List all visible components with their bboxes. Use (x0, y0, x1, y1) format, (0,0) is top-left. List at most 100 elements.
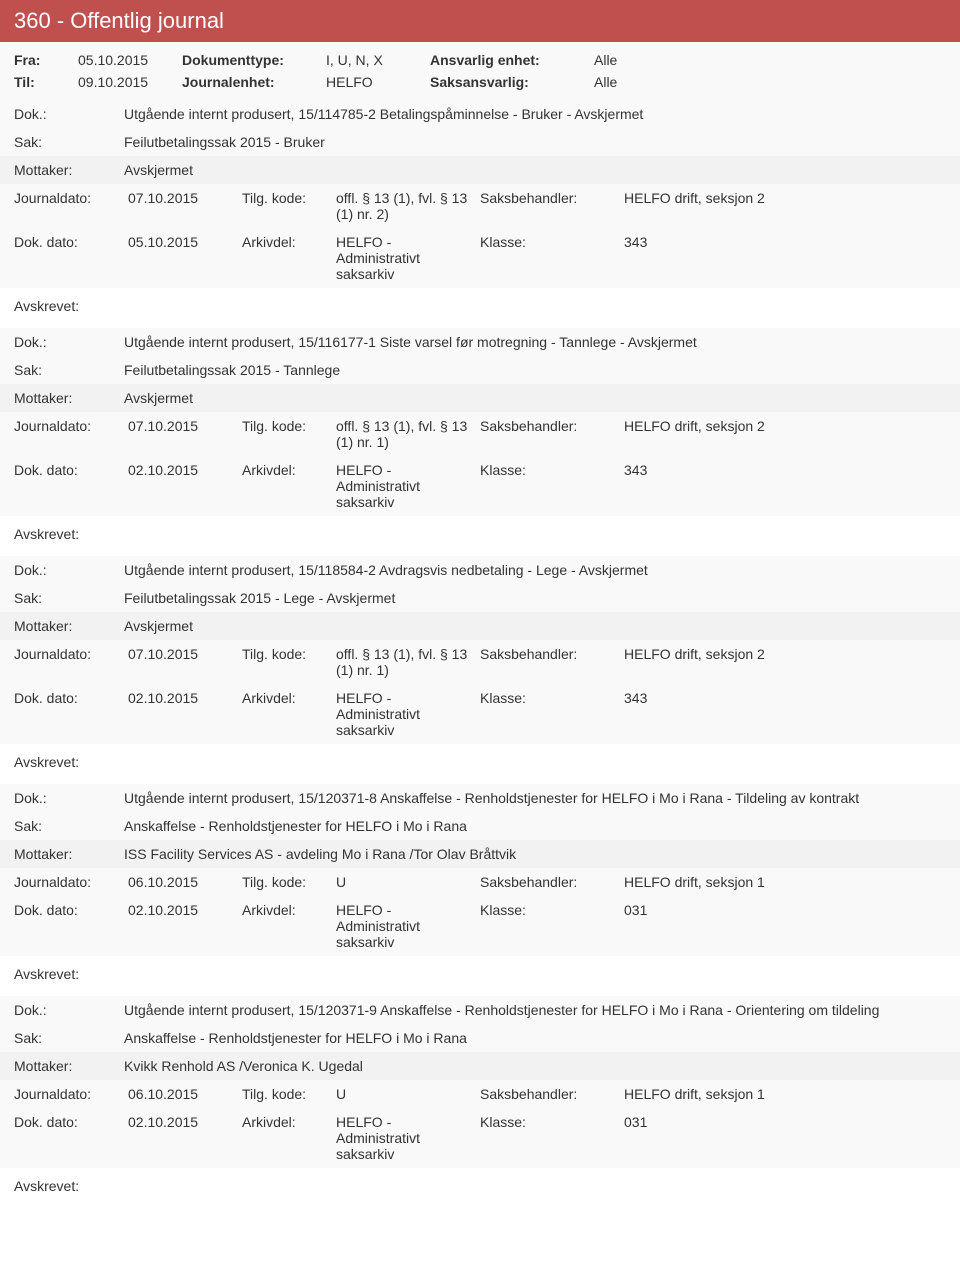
journaldato-value: 07.10.2015 (128, 646, 238, 662)
arkivdel-value: HELFO - Administrativt saksarkiv (336, 1114, 476, 1162)
journal-entry: Dok.:Utgående internt produsert, 15/1161… (0, 328, 960, 556)
avskrevet-label: Avskrevet: (14, 966, 79, 982)
avskrevet-label: Avskrevet: (14, 298, 79, 314)
meta-doktype-value: I, U, N, X (326, 52, 426, 68)
avskrevet-row: Avskrevet: (0, 956, 960, 996)
klasse-label: Klasse: (480, 902, 620, 918)
klasse-label: Klasse: (480, 690, 620, 706)
mottaker-row: Mottaker:Avskjermet (0, 156, 960, 184)
tilgkode-value: offl. § 13 (1), fvl. § 13 (1) nr. 1) (336, 418, 476, 450)
tilgkode-value: U (336, 874, 476, 890)
mottaker-label: Mottaker: (14, 846, 124, 862)
meta-bar: Fra: 05.10.2015 Dokumenttype: I, U, N, X… (0, 42, 960, 100)
saksbehandler-label: Saksbehandler: (480, 418, 620, 434)
mottaker-label: Mottaker: (14, 1058, 124, 1074)
journal-entry: Dok.:Utgående internt produsert, 15/1203… (0, 784, 960, 996)
journal-entry: Dok.:Utgående internt produsert, 15/1147… (0, 100, 960, 328)
dokdato-row: Dok. dato:02.10.2015Arkivdel:HELFO - Adm… (0, 1108, 960, 1168)
sak-value: Feilutbetalingssak 2015 - Tannlege (124, 362, 946, 378)
dok-value: Utgående internt produsert, 15/114785-2 … (124, 106, 946, 122)
dok-value: Utgående internt produsert, 15/120371-8 … (124, 790, 946, 806)
page-title: 360 - Offentlig journal (14, 8, 224, 33)
arkivdel-value: HELFO - Administrativt saksarkiv (336, 902, 476, 950)
saksbehandler-label: Saksbehandler: (480, 874, 620, 890)
avskrevet-row: Avskrevet: (0, 1168, 960, 1208)
mottaker-row: Mottaker:Avskjermet (0, 384, 960, 412)
klasse-label: Klasse: (480, 462, 620, 478)
saksbehandler-value: HELFO drift, seksjon 1 (624, 1086, 946, 1102)
journaldato-row: Journaldato:07.10.2015Tilg. kode:offl. §… (0, 640, 960, 684)
arkivdel-value: HELFO - Administrativt saksarkiv (336, 234, 476, 282)
klasse-value: 343 (624, 690, 946, 706)
journaldato-value: 07.10.2015 (128, 190, 238, 206)
sak-label: Sak: (14, 590, 124, 606)
journaldato-label: Journaldato: (14, 190, 124, 206)
dok-row: Dok.:Utgående internt produsert, 15/1161… (0, 328, 960, 356)
sak-value: Anskaffelse - Renholdstjenester for HELF… (124, 818, 946, 834)
dokdato-row: Dok. dato:02.10.2015Arkivdel:HELFO - Adm… (0, 684, 960, 744)
arkivdel-label: Arkivdel: (242, 234, 332, 250)
dokdato-label: Dok. dato: (14, 462, 124, 478)
mottaker-label: Mottaker: (14, 618, 124, 634)
dok-label: Dok.: (14, 1002, 124, 1018)
dokdato-label: Dok. dato: (14, 1114, 124, 1130)
avskrevet-row: Avskrevet: (0, 288, 960, 328)
journaldato-label: Journaldato: (14, 874, 124, 890)
meta-fra-value: 05.10.2015 (78, 52, 178, 68)
dok-row: Dok.:Utgående internt produsert, 15/1203… (0, 996, 960, 1024)
arkivdel-label: Arkivdel: (242, 902, 332, 918)
dokdato-value: 02.10.2015 (128, 1114, 238, 1130)
klasse-value: 031 (624, 1114, 946, 1130)
mottaker-value: Avskjermet (124, 162, 946, 178)
tilgkode-value: U (336, 1086, 476, 1102)
sak-row: Sak:Anskaffelse - Renholdstjenester for … (0, 1024, 960, 1052)
dokdato-row: Dok. dato:05.10.2015Arkivdel:HELFO - Adm… (0, 228, 960, 288)
sak-label: Sak: (14, 1030, 124, 1046)
dok-label: Dok.: (14, 334, 124, 350)
saksbehandler-value: HELFO drift, seksjon 1 (624, 874, 946, 890)
journaldato-row: Journaldato:06.10.2015Tilg. kode:USaksbe… (0, 1080, 960, 1108)
klasse-value: 031 (624, 902, 946, 918)
dok-row: Dok.:Utgående internt produsert, 15/1147… (0, 100, 960, 128)
sak-label: Sak: (14, 134, 124, 150)
mottaker-row: Mottaker:Avskjermet (0, 612, 960, 640)
sak-label: Sak: (14, 818, 124, 834)
meta-journalenhet-label: Journalenhet: (182, 74, 322, 90)
klasse-label: Klasse: (480, 234, 620, 250)
avskrevet-label: Avskrevet: (14, 526, 79, 542)
journal-entry: Dok.:Utgående internt produsert, 15/1185… (0, 556, 960, 784)
saksbehandler-value: HELFO drift, seksjon 2 (624, 418, 946, 434)
journaldato-value: 07.10.2015 (128, 418, 238, 434)
meta-ansvarlig-value: Alle (594, 52, 694, 68)
avskrevet-label: Avskrevet: (14, 1178, 79, 1194)
dokdato-row: Dok. dato:02.10.2015Arkivdel:HELFO - Adm… (0, 456, 960, 516)
saksbehandler-value: HELFO drift, seksjon 2 (624, 190, 946, 206)
page-header: 360 - Offentlig journal (0, 0, 960, 42)
saksbehandler-label: Saksbehandler: (480, 190, 620, 206)
meta-saksansvarlig-label: Saksansvarlig: (430, 74, 590, 90)
mottaker-value: Kvikk Renhold AS /Veronica K. Ugedal (124, 1058, 946, 1074)
mottaker-value: Avskjermet (124, 618, 946, 634)
sak-row: Sak:Feilutbetalingssak 2015 - Lege - Avs… (0, 584, 960, 612)
dok-value: Utgående internt produsert, 15/116177-1 … (124, 334, 946, 350)
meta-til-value: 09.10.2015 (78, 74, 178, 90)
journaldato-label: Journaldato: (14, 418, 124, 434)
dokdato-value: 02.10.2015 (128, 462, 238, 478)
mottaker-label: Mottaker: (14, 390, 124, 406)
sak-label: Sak: (14, 362, 124, 378)
arkivdel-label: Arkivdel: (242, 1114, 332, 1130)
journal-entry: Dok.:Utgående internt produsert, 15/1203… (0, 996, 960, 1208)
tilgkode-label: Tilg. kode: (242, 874, 332, 890)
journaldato-label: Journaldato: (14, 1086, 124, 1102)
tilgkode-label: Tilg. kode: (242, 646, 332, 662)
dok-row: Dok.:Utgående internt produsert, 15/1185… (0, 556, 960, 584)
saksbehandler-label: Saksbehandler: (480, 646, 620, 662)
dokdato-value: 05.10.2015 (128, 234, 238, 250)
journaldato-row: Journaldato:07.10.2015Tilg. kode:offl. §… (0, 412, 960, 456)
klasse-value: 343 (624, 462, 946, 478)
dok-row: Dok.:Utgående internt produsert, 15/1203… (0, 784, 960, 812)
arkivdel-value: HELFO - Administrativt saksarkiv (336, 690, 476, 738)
journaldato-row: Journaldato:07.10.2015Tilg. kode:offl. §… (0, 184, 960, 228)
sak-row: Sak:Feilutbetalingssak 2015 - Tannlege (0, 356, 960, 384)
tilgkode-label: Tilg. kode: (242, 1086, 332, 1102)
